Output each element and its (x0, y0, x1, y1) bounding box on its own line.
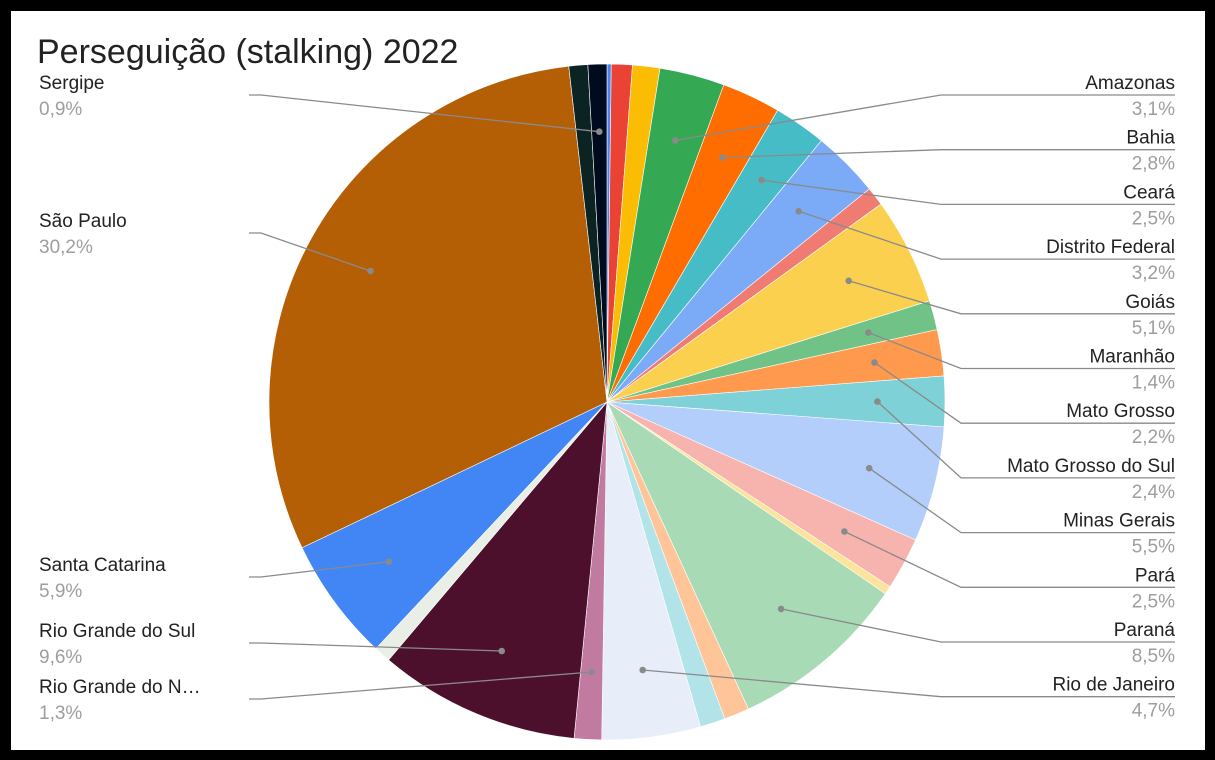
slice-percent-para: 2,5% (1132, 591, 1175, 612)
slice-label-ceara: Ceará (1123, 182, 1175, 203)
leader-dot-santa-catarina (385, 558, 393, 565)
pie-slices (268, 63, 946, 741)
leader-dot-parana (777, 605, 785, 613)
leader-line-maranhao (868, 331, 1175, 370)
leader-line-parana (780, 608, 1175, 643)
slice-percent-distrito-federal: 3,2% (1132, 263, 1175, 284)
slice-label-amazonas: Amazonas (1085, 73, 1175, 94)
leader-dot-bahia (719, 154, 726, 161)
slice-percent-santa-catarina: 5,9% (39, 581, 82, 602)
leader-line-amazonas (675, 94, 1175, 142)
slice-label-santa-catarina: Santa Catarina (39, 555, 166, 576)
slice-percent-mato-grosso: 2,2% (1132, 427, 1175, 448)
leader-line-bahia (722, 149, 1175, 159)
slice-label-distrito-federal: Distrito Federal (1046, 237, 1175, 258)
slice-percent-mato-grosso-do-sul: 2,4% (1132, 482, 1175, 503)
chart-title: Perseguição (stalking) 2022 (37, 33, 458, 71)
slice-percent-bahia: 2,8% (1132, 154, 1175, 175)
pie-slice-sergipe (587, 63, 608, 403)
slice-percent-ceara: 2,5% (1132, 208, 1175, 229)
slice-label-maranhao: Maranhão (1089, 347, 1175, 368)
slice-label-mato-grosso: Mato Grosso (1066, 401, 1175, 422)
leader-line-sao-paulo (249, 232, 371, 272)
slice-percent-goias: 5,1% (1132, 318, 1175, 339)
slice-label-goias: Goiás (1125, 292, 1175, 313)
pie-slice-parana (606, 401, 886, 710)
slice-percent-sergipe: 0,9% (39, 99, 82, 120)
slice-percent-sao-paulo: 30,2% (39, 237, 93, 258)
leader-dot-distrito-federal (795, 208, 802, 215)
pie-chart: Perseguição (stalking) 2022 Amazonas 3,1%… (37, 33, 1175, 741)
slice-label-minas-gerais: Minas Gerais (1063, 511, 1175, 532)
leader-line-rio-grande-do-n (249, 671, 592, 700)
slice-label-parana: Paraná (1114, 620, 1176, 641)
leader-line-goias (848, 280, 1175, 315)
leader-dot-sao-paulo (367, 267, 374, 275)
leader-line-rio-de-janeiro (642, 669, 1175, 698)
leader-line-para (844, 530, 1175, 588)
leader-line-minas-gerais (868, 467, 1175, 534)
leader-dot-rio-de-janeiro (639, 666, 646, 674)
leader-dot-mato-grosso (871, 359, 878, 366)
chart-frame: Perseguição (stalking) 2022 Amazonas 3,1%… (11, 11, 1205, 750)
slice-percent-rio-de-janeiro: 4,7% (1132, 701, 1175, 722)
leader-line-mato-grosso (874, 361, 1175, 424)
leader-dot-ceara (758, 176, 765, 184)
leader-line-sergipe (249, 94, 600, 133)
leader-line-santa-catarina (249, 561, 389, 578)
leader-line-rio-grande-do-sul (249, 642, 502, 652)
slice-percent-rio-grande-do-sul: 9,6% (39, 647, 82, 668)
leader-dot-para (841, 528, 848, 535)
slice-percent-parana: 8,5% (1132, 646, 1175, 667)
slice-label-sao-paulo: São Paulo (39, 211, 127, 232)
leader-dot-rio-grande-do-n (588, 668, 595, 676)
leader-dot-amazonas (672, 137, 679, 144)
slice-percent-minas-gerais: 5,5% (1132, 537, 1175, 558)
leader-line-mato-grosso-do-sul (876, 401, 1175, 479)
slice-percent-amazonas: 3,1% (1132, 99, 1175, 120)
pie-labels: Amazonas 3,1% Bahia 2,8% Ceará 2,5% Distrito F… (39, 73, 1175, 724)
leader-dot-goias (845, 277, 852, 285)
leader-dot-minas-gerais (865, 464, 873, 472)
slice-label-para: Pará (1135, 565, 1176, 586)
slice-label-sergipe: Sergipe (39, 73, 105, 94)
leader-dot-rio-grande-do-sul (498, 647, 506, 655)
slice-label-rio-grande-do-n: Rio Grande do N… (39, 677, 201, 698)
slice-label-rio-de-janeiro: Rio de Janeiro (1052, 675, 1175, 696)
slice-label-mato-grosso-do-sul: Mato Grosso do Sul (1007, 456, 1175, 477)
pie-slice-sao-paulo (268, 65, 608, 549)
leader-dot-sergipe (596, 128, 603, 135)
slice-percent-rio-grande-do-n: 1,3% (39, 703, 82, 724)
leader-line-distrito-federal (798, 210, 1175, 260)
leader-dot-mato-grosso-do-sul (874, 398, 881, 405)
leader-dot-maranhao (865, 329, 872, 336)
leader-line-ceara (761, 179, 1175, 206)
slice-label-rio-grande-do-sul: Rio Grande do Sul (39, 621, 195, 642)
slice-label-bahia: Bahia (1126, 128, 1175, 149)
pie-slice-rio-grande-do-sul (388, 401, 608, 739)
slice-percent-maranhao: 1,4% (1132, 373, 1175, 394)
